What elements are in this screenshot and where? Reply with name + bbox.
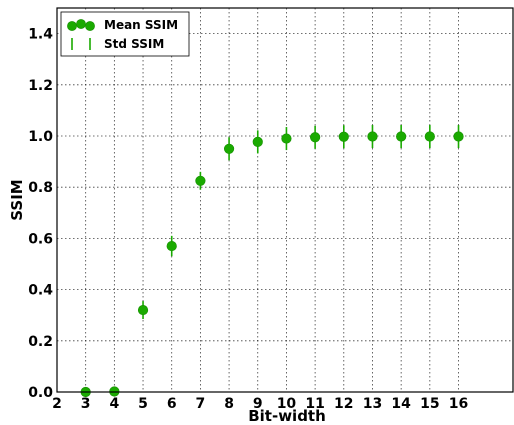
y-axis-label: SSIM xyxy=(8,179,26,220)
error-bars xyxy=(84,124,460,392)
y-tick-label: 0.8 xyxy=(28,180,53,196)
y-tick-label: 0.4 xyxy=(28,283,53,299)
x-tick-label: 9 xyxy=(253,396,263,412)
x-tick-label: 8 xyxy=(224,396,234,412)
tick-labels: 2 3 4 5 6 7 8 9 10 11 12 13 14 15 16 0.0 0.2 0.4 0.6 0.8 1.0… xyxy=(28,27,468,412)
x-tick-label: 12 xyxy=(334,396,353,412)
y-tick-label: 1.2 xyxy=(28,78,53,94)
legend-marker-std xyxy=(71,38,91,50)
x-tick-label: 5 xyxy=(138,396,148,412)
mean-point xyxy=(310,132,321,143)
y-tick-label: 0.6 xyxy=(28,231,53,247)
grid xyxy=(56,8,513,393)
x-tick-label: 14 xyxy=(391,396,411,412)
x-axis-label: Bit-width xyxy=(248,407,326,425)
mean-point xyxy=(396,131,407,142)
legend-label-mean: Mean SSIM xyxy=(104,18,178,32)
mean-point xyxy=(453,131,464,142)
plot-frame xyxy=(56,7,514,393)
y-tick-label: 1.0 xyxy=(28,129,53,145)
x-tick-label: 13 xyxy=(363,396,382,412)
mean-point xyxy=(367,131,378,142)
x-tick-label: 15 xyxy=(420,396,439,412)
mean-point xyxy=(252,136,263,147)
mean-point xyxy=(195,175,206,186)
x-tick-label: 7 xyxy=(196,396,206,412)
y-tick-label: 0.0 xyxy=(28,385,53,401)
x-tick-label: 6 xyxy=(167,396,177,412)
mean-point xyxy=(424,131,435,142)
mean-point xyxy=(281,133,292,144)
x-tick-label: 4 xyxy=(109,396,119,412)
x-tick-label: 10 xyxy=(277,396,297,412)
mean-points xyxy=(80,131,464,398)
legend: Mean SSIM Std SSIM xyxy=(60,11,190,57)
legend-marker-mean xyxy=(67,19,95,31)
x-tick-label: 11 xyxy=(305,396,324,412)
x-tick-label: 3 xyxy=(81,396,91,412)
mean-point xyxy=(223,143,235,154)
x-tick-label: 16 xyxy=(449,396,468,412)
y-tick-label: 1.4 xyxy=(28,27,53,43)
x-tick-label: 2 xyxy=(52,396,62,412)
mean-point xyxy=(137,304,149,316)
mean-point xyxy=(166,240,177,252)
mean-point xyxy=(338,131,349,142)
y-tick-label: 0.2 xyxy=(28,334,53,350)
legend-label-std: Std SSIM xyxy=(104,37,164,51)
